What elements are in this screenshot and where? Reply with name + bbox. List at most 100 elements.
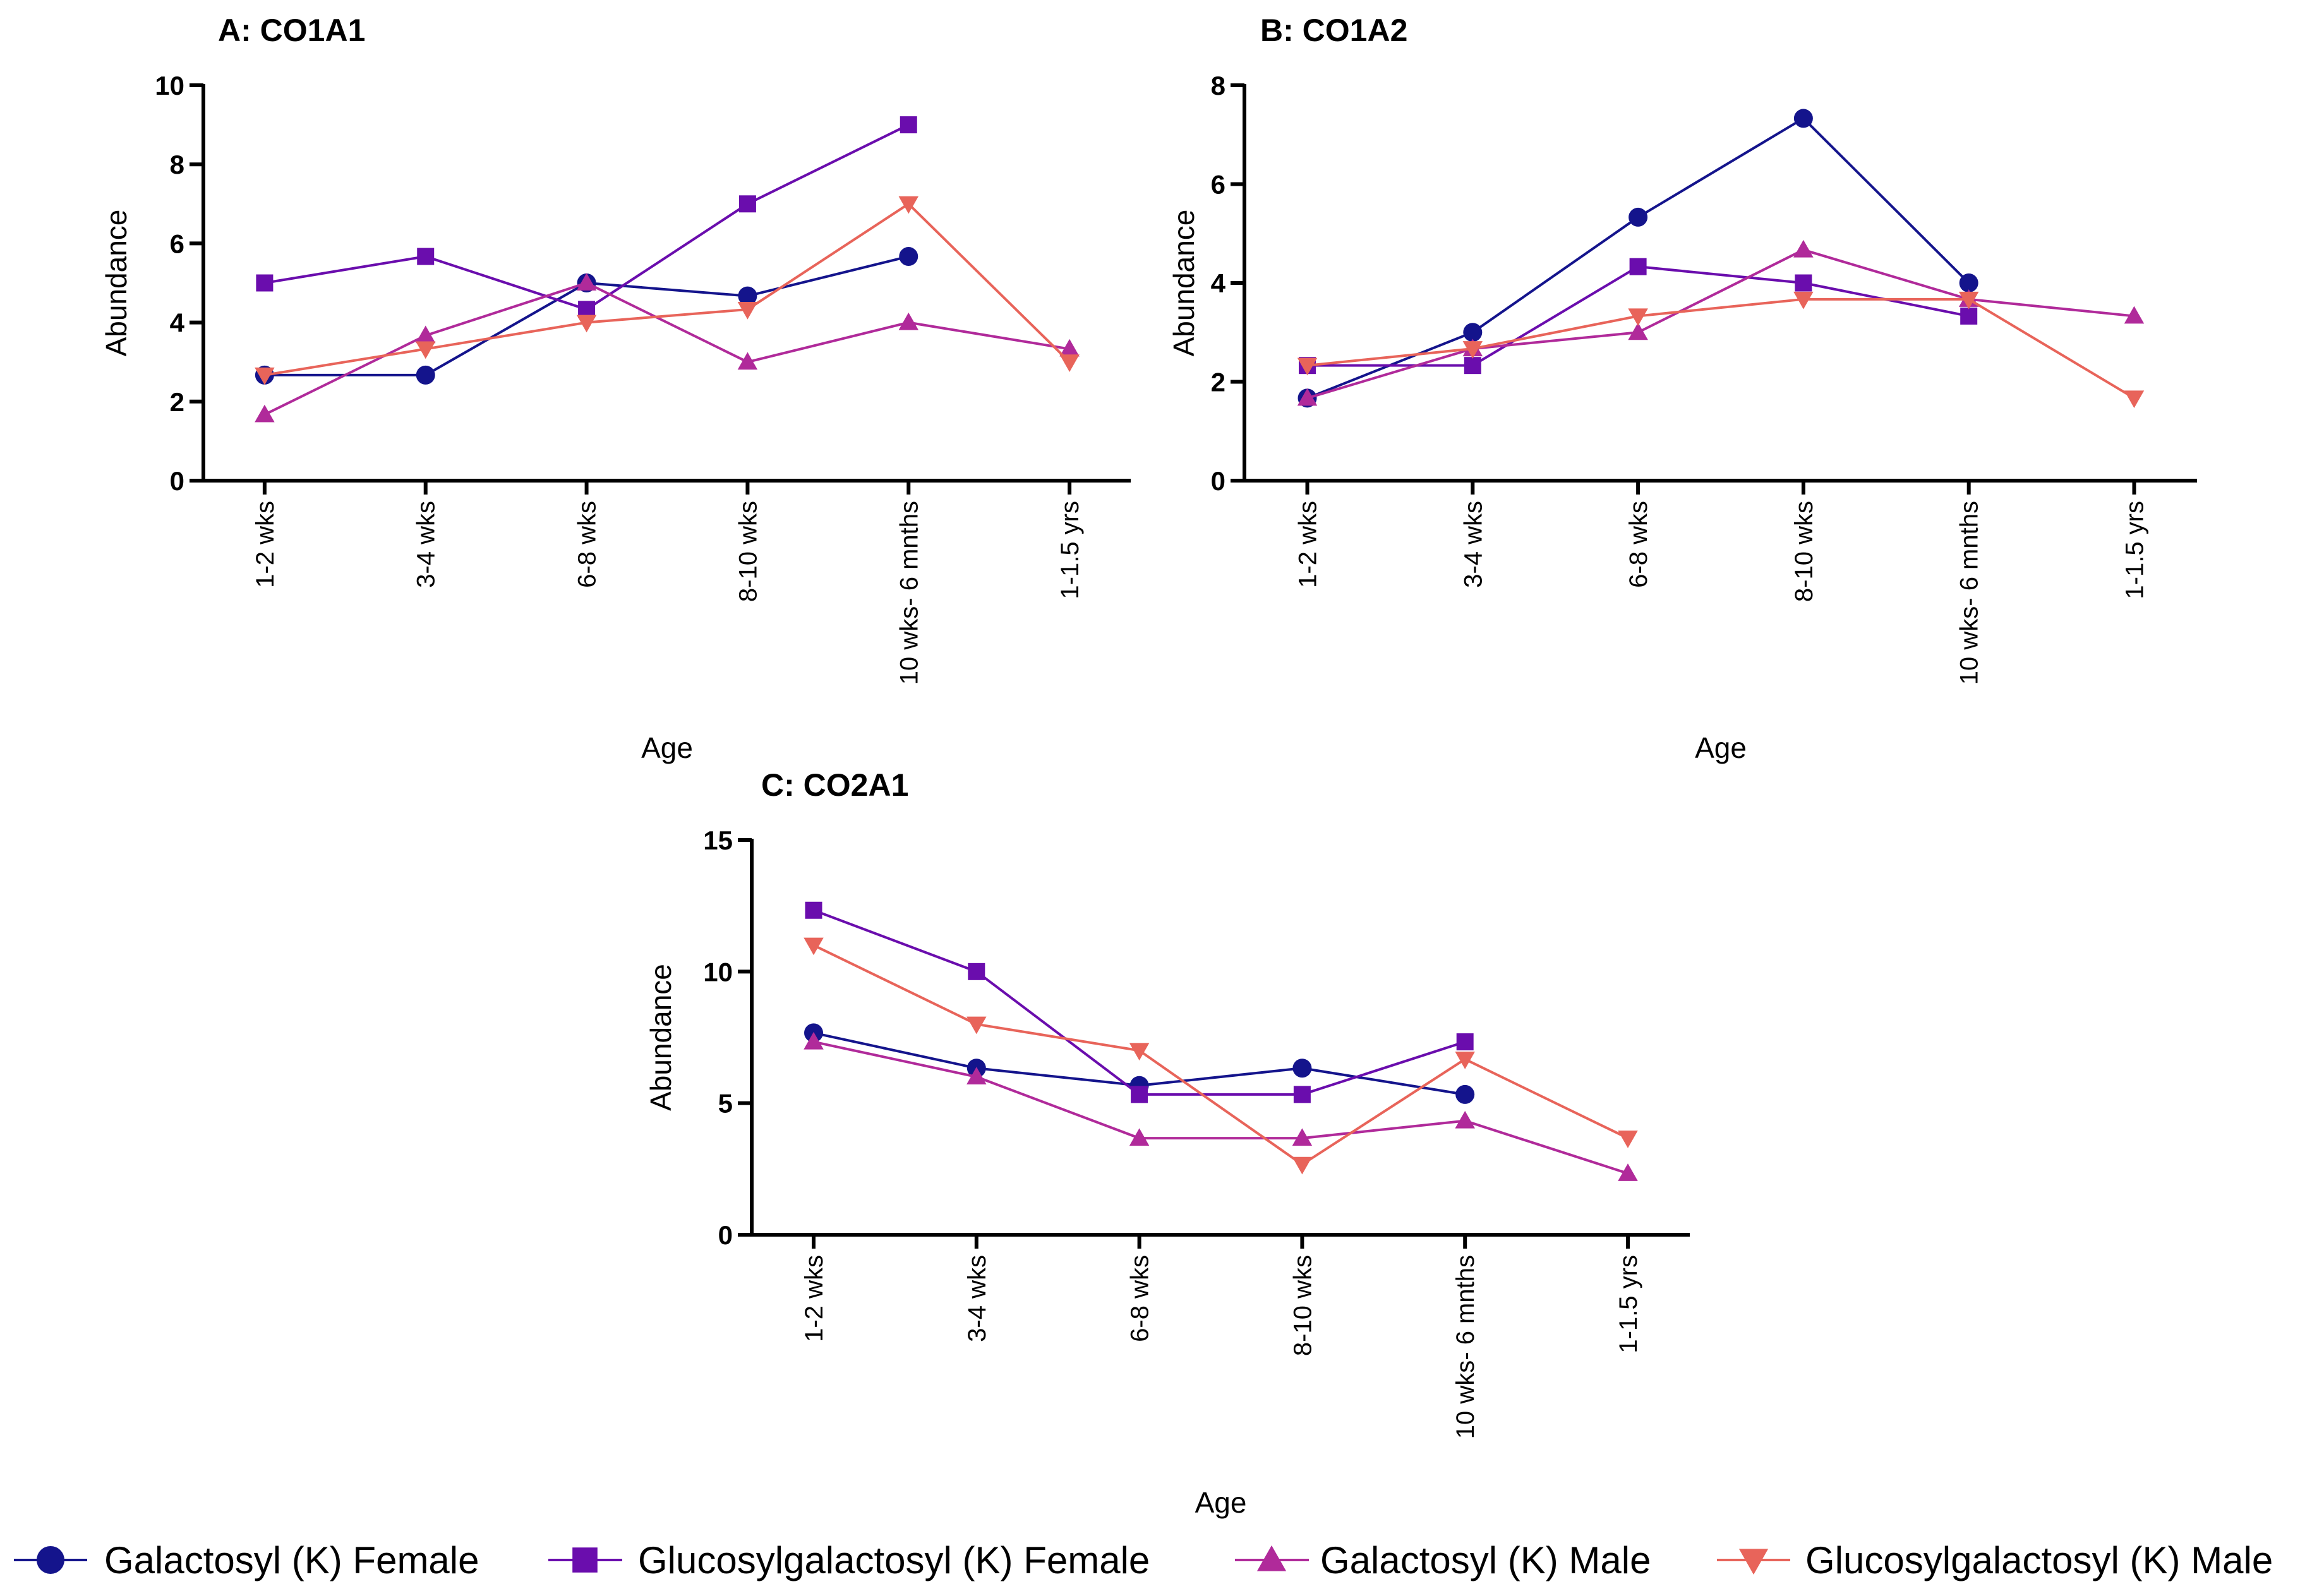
data-point xyxy=(738,195,756,213)
legend-label: Glucosylgalactosyl (K) Female xyxy=(638,1539,1150,1581)
data-point xyxy=(1293,1086,1311,1103)
data-point xyxy=(1455,1084,1475,1104)
data-point xyxy=(1629,258,1647,275)
y-tick-label: 8 xyxy=(170,150,184,179)
data-point xyxy=(415,325,436,344)
data-point xyxy=(1958,291,1979,309)
data-point xyxy=(968,963,985,980)
data-point xyxy=(1292,1059,1312,1078)
data-point xyxy=(1793,109,1813,128)
data-point xyxy=(804,1031,824,1050)
series-line xyxy=(813,909,1466,1096)
x-tick-label: 10 wks- 6 mnths xyxy=(895,501,923,685)
x-tick-label: 3-4 wks xyxy=(963,1255,991,1342)
chart-title: A: CO1A1 xyxy=(218,13,365,48)
data-point xyxy=(738,286,757,306)
y-tick-label: 10 xyxy=(703,957,733,987)
data-point xyxy=(1618,1163,1638,1181)
data-point xyxy=(1129,1128,1150,1146)
data-point xyxy=(1297,388,1318,406)
data-point xyxy=(1628,308,1648,327)
data-point xyxy=(1618,1131,1638,1148)
data-point xyxy=(1292,1156,1313,1175)
series-line xyxy=(1307,297,2135,400)
chart-title: C: CO2A1 xyxy=(761,767,908,803)
series-glucosylgalactosyl-k-female xyxy=(256,116,917,318)
data-point xyxy=(966,1016,987,1035)
data-point xyxy=(576,273,597,291)
legend-item: Glucosylgalactosyl (K) Male xyxy=(1717,1539,2273,1581)
chart-panel-b: B: CO1A2 0 2 4 6 8 1-2 wks 3-4 wks 6-8 wks 8-10 w… xyxy=(1167,13,2197,764)
y-tick-label: 6 xyxy=(170,229,184,258)
x-tick-label: 6-8 wks xyxy=(1625,501,1653,588)
data-point xyxy=(1464,357,1481,375)
data-point xyxy=(1455,1052,1475,1069)
data-point xyxy=(255,404,275,423)
data-point xyxy=(1131,1086,1148,1103)
data-point xyxy=(415,341,436,359)
series-line xyxy=(813,1040,1629,1175)
x-tick-label: 3-4 wks xyxy=(412,501,440,588)
data-point xyxy=(1456,1033,1474,1051)
y-tick-label: 10 xyxy=(155,71,184,100)
data-point xyxy=(256,274,274,292)
legend-item: Galactosyl (K) Male xyxy=(1235,1539,1651,1581)
x-tick-label: 1-1.5 yrs xyxy=(1056,501,1084,599)
legend-marker-circle xyxy=(37,1546,64,1574)
x-axis-label: Age xyxy=(641,731,693,764)
series-glucosylgalactosyl-k-male xyxy=(1297,291,2145,409)
legend-label: Galactosyl (K) Female xyxy=(104,1539,479,1581)
chart-panels: A: CO1A1 0 2 4 6 8 10 1-2 wks 3-4 wks 6-8 wks 8-10… xyxy=(100,13,2197,1519)
x-tick-label: 1-2 wks xyxy=(251,501,279,588)
series-line xyxy=(264,202,1071,376)
data-point xyxy=(900,116,917,134)
data-point xyxy=(1795,274,1812,292)
series-glucosylgalactosyl-k-female xyxy=(805,901,1474,1103)
series-glucosylgalactosyl-k-male xyxy=(804,937,1638,1175)
series-line xyxy=(813,944,1629,1166)
legend-item: Galactosyl (K) Female xyxy=(14,1539,479,1581)
data-point xyxy=(1628,322,1648,340)
x-tick-label: 6-8 wks xyxy=(574,501,601,588)
data-point xyxy=(1455,1110,1475,1129)
data-point xyxy=(1463,323,1483,342)
chart-panel-a: A: CO1A1 0 2 4 6 8 10 1-2 wks 3-4 wks 6-8 wks 8-10… xyxy=(100,13,1131,764)
data-point xyxy=(1462,341,1483,359)
x-tick-label: 1-2 wks xyxy=(800,1255,828,1342)
data-point xyxy=(255,367,275,385)
data-point xyxy=(1059,354,1080,372)
y-tick-label: 5 xyxy=(718,1089,733,1119)
data-point xyxy=(1793,291,1814,309)
x-axis-label: Age xyxy=(1195,1486,1247,1519)
x-axis-label: Age xyxy=(1695,731,1747,764)
series-galactosyl-k-male xyxy=(255,273,1080,423)
y-axis-label: Abundance xyxy=(1167,210,1200,357)
y-tick-label: 0 xyxy=(170,466,184,496)
x-tick-label: 6-8 wks xyxy=(1126,1255,1154,1342)
data-point xyxy=(804,937,824,956)
data-point xyxy=(1129,1043,1150,1061)
series-galactosyl-k-male xyxy=(1297,239,2145,406)
data-point xyxy=(1959,273,1978,292)
data-point xyxy=(1629,207,1648,227)
x-tick-label: 8-10 wks xyxy=(734,501,762,602)
y-tick-label: 15 xyxy=(703,825,733,855)
data-point xyxy=(737,301,758,320)
legend-label: Galactosyl (K) Male xyxy=(1320,1539,1651,1581)
data-point xyxy=(1793,239,1814,258)
data-point xyxy=(1297,357,1318,376)
chart-panel-c: C: CO2A1 0 5 10 15 1-2 wks 3-4 wks 6-8 wks 8-10 … xyxy=(644,767,1690,1519)
x-tick-label: 8-10 wks xyxy=(1289,1255,1316,1356)
x-tick-label: 1-2 wks xyxy=(1294,501,1322,588)
series-line xyxy=(264,282,1070,416)
legend-item: Glucosylgalactosyl (K) Female xyxy=(548,1539,1150,1581)
data-point xyxy=(898,196,919,214)
x-tick-label: 10 wks- 6 mnths xyxy=(1956,501,1984,685)
y-axis-label: Abundance xyxy=(100,210,133,357)
chart-title: B: CO1A2 xyxy=(1260,13,1407,48)
y-tick-label: 8 xyxy=(1211,71,1225,100)
y-tick-label: 4 xyxy=(1211,268,1226,298)
data-point xyxy=(417,248,435,265)
x-tick-label: 8-10 wks xyxy=(1790,501,1818,602)
